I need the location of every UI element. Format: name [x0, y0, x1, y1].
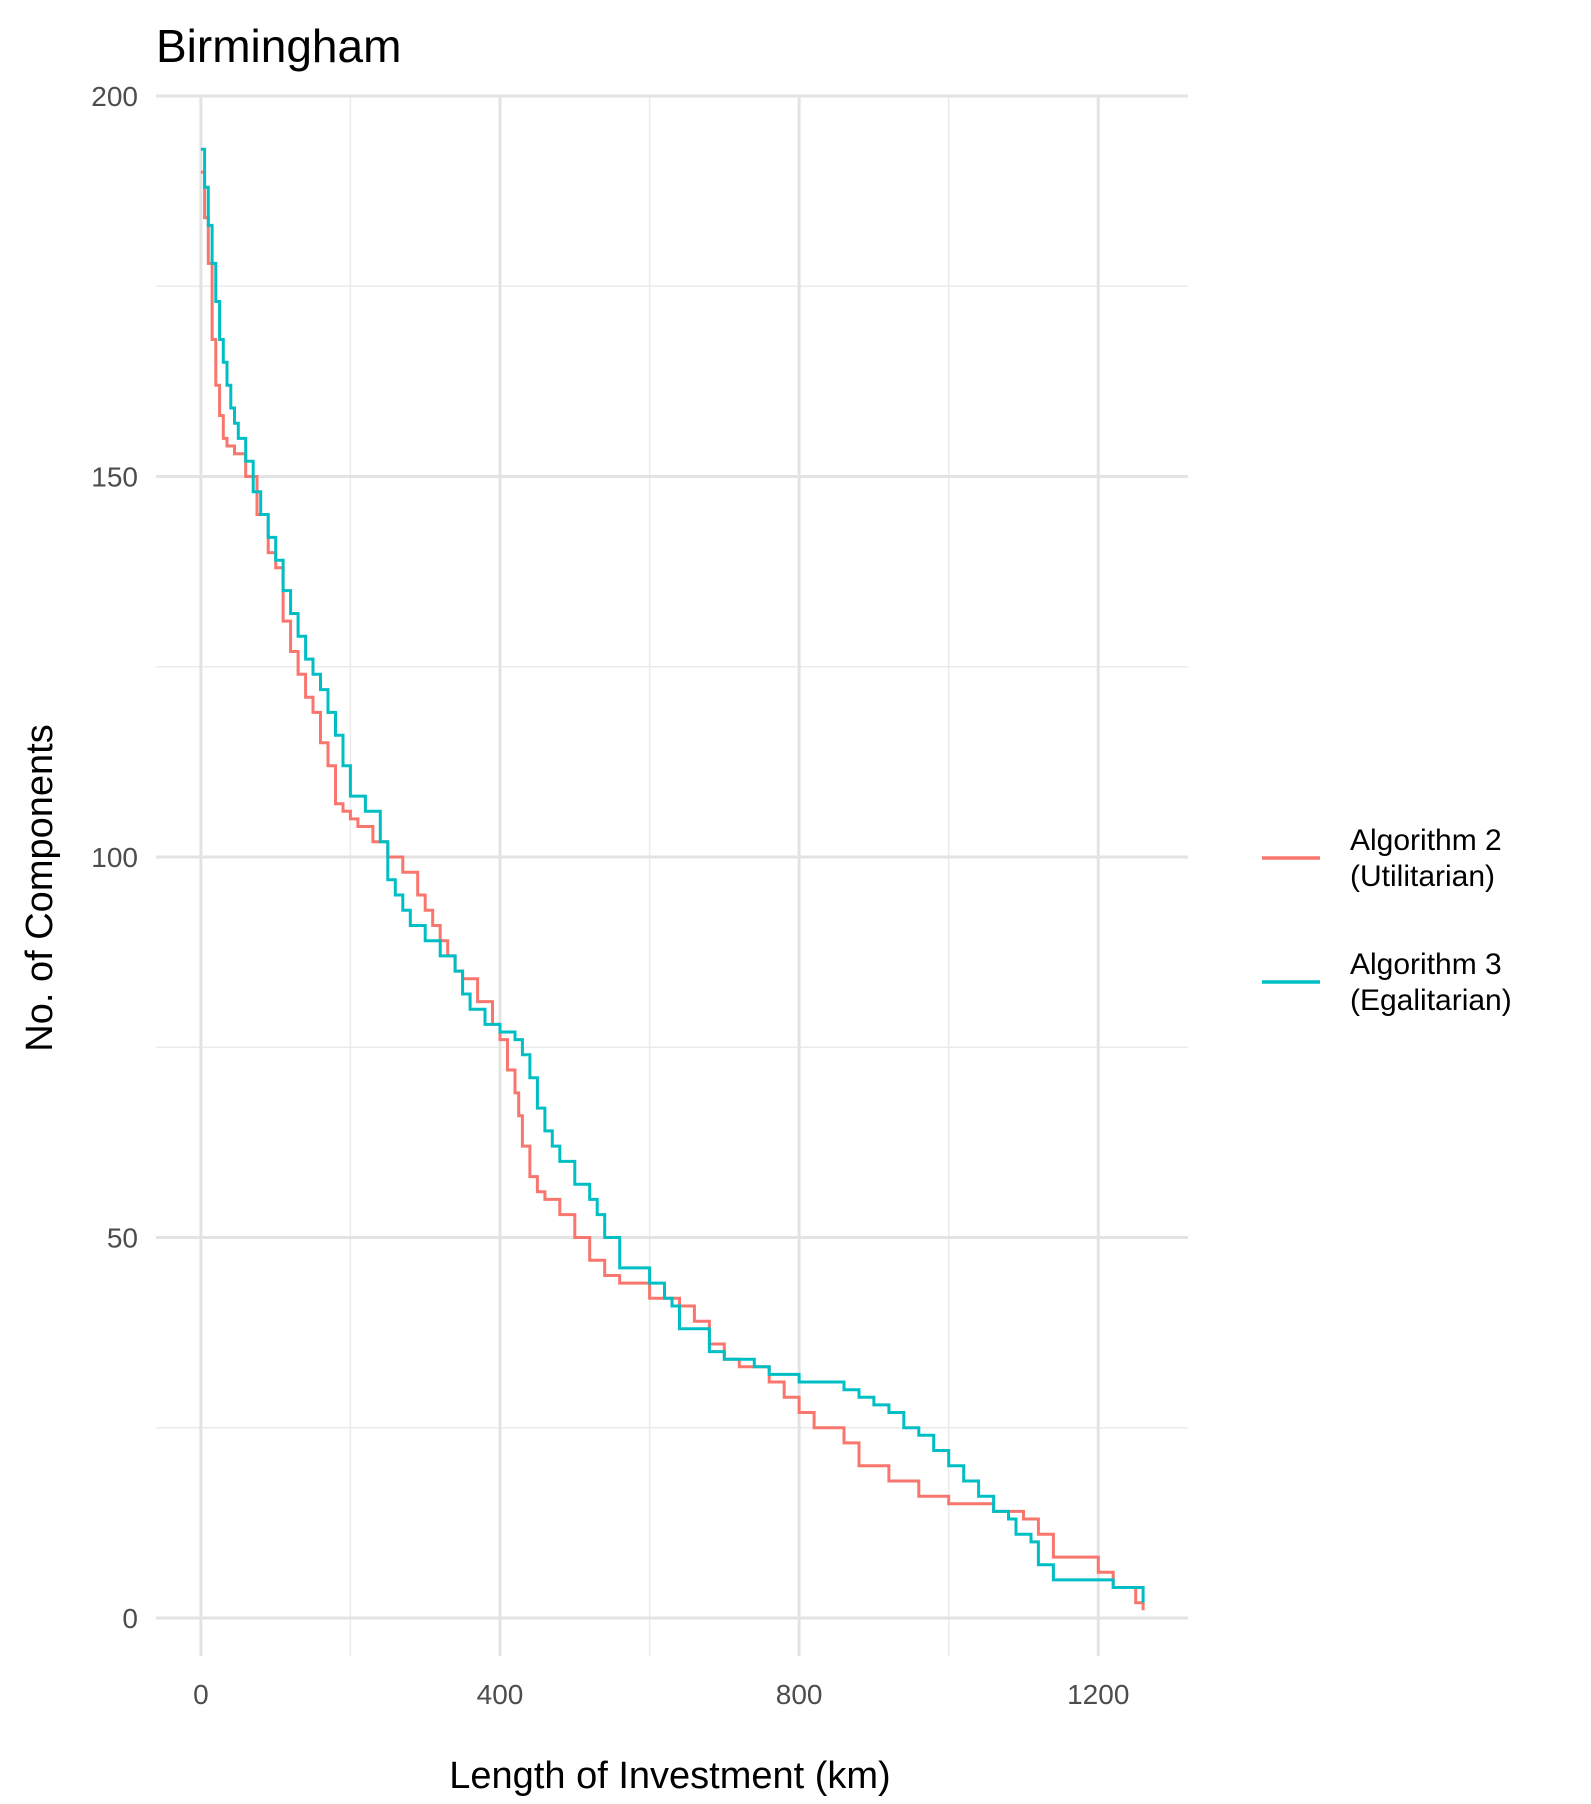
grid	[156, 94, 1188, 1656]
legend-label-2: Algorithm 3 (Egalitarian)	[1350, 948, 1512, 1017]
tick-labels: 0 400 800 1200 0 50 100 150 200	[91, 81, 1129, 1710]
y-axis-title: No. of Components	[19, 724, 61, 1051]
y-tick-label: 200	[91, 81, 138, 112]
y-tick-label: 100	[91, 842, 138, 873]
x-tick-label: 400	[477, 1679, 524, 1710]
y-tick-label: 50	[107, 1222, 138, 1253]
x-tick-label: 800	[776, 1679, 823, 1710]
x-axis-title: Length of Investment (km)	[449, 1755, 890, 1797]
x-tick-label: 0	[193, 1679, 209, 1710]
chart-title: Birmingham	[156, 20, 401, 72]
legend-label-1: Algorithm 2 (Utilitarian)	[1350, 824, 1502, 893]
y-tick-label: 150	[91, 461, 138, 492]
series-line-2	[200, 147, 1145, 1603]
x-tick-label: 1200	[1067, 1679, 1129, 1710]
y-tick-label: 0	[122, 1603, 138, 1634]
series-lines	[200, 147, 1145, 1611]
legend: Algorithm 2 (Utilitarian) Algorithm 3 (Egal…	[1262, 824, 1512, 1017]
series-line-1	[200, 170, 1145, 1611]
